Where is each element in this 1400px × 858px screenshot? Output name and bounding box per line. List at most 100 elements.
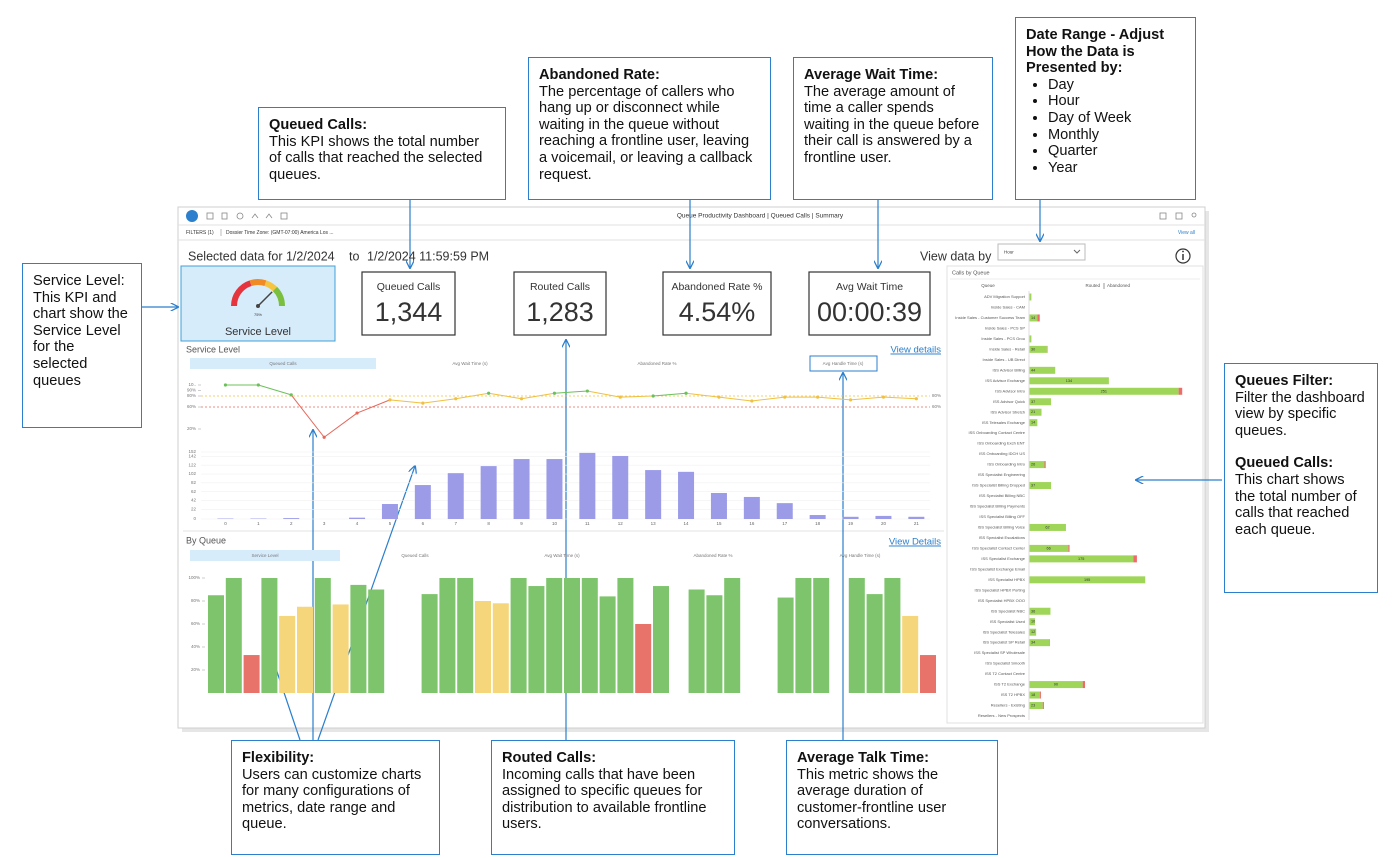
line-point xyxy=(454,397,458,401)
chart-tab[interactable]: Avg Wait Time (s) xyxy=(452,361,488,366)
bar xyxy=(261,578,278,693)
bar xyxy=(208,595,224,693)
chart-tab[interactable]: Queued Calls xyxy=(269,361,297,366)
data-label: 18 xyxy=(1031,693,1035,697)
bar xyxy=(447,473,464,519)
dashboard-title: Queue Productivity Dashboard | Queued Ca… xyxy=(677,213,844,220)
chart-tab[interactable]: Queued Calls xyxy=(401,553,429,558)
kpi-label: Avg Wait Time xyxy=(836,281,903,293)
view-by-label: View data by xyxy=(920,249,992,263)
bar xyxy=(617,578,634,693)
bar-segment xyxy=(1029,377,1109,385)
chart-tab[interactable]: Abandoned Rate % xyxy=(637,361,676,366)
line-point xyxy=(783,395,787,399)
data-label: 30 xyxy=(1031,347,1035,351)
line-segment xyxy=(653,392,687,397)
line-point xyxy=(717,395,721,399)
queue-label: Inside Sales - PCS Grou xyxy=(981,336,1025,341)
bar-segment xyxy=(1029,576,1146,584)
chart-tab[interactable]: Avg Handle Time (s) xyxy=(840,553,881,558)
chart-tab[interactable]: Avg Wait Time (s) xyxy=(544,553,580,558)
y-tick-label: 10.. xyxy=(188,382,196,387)
active-tab xyxy=(190,550,340,561)
data-label: 21 xyxy=(1031,410,1035,414)
y-tick-label: 80% xyxy=(191,598,200,603)
queue-label: ISS Specialist HPBX Porting xyxy=(975,587,1025,592)
line-segment xyxy=(521,392,555,400)
line-segment xyxy=(422,398,456,404)
chart-title: By Queue xyxy=(186,535,226,545)
bar-segment xyxy=(1029,523,1066,531)
app-logo[interactable] xyxy=(186,210,198,222)
chart-tab[interactable]: Abandoned Rate % xyxy=(693,553,732,558)
queue-label: ISS Advisor Quick xyxy=(993,399,1025,404)
chart-tab[interactable]: Service Level xyxy=(251,553,278,558)
callout: Average Talk Time: This metric shows the … xyxy=(786,740,998,855)
bar xyxy=(866,594,883,693)
toolbar-icons[interactable] xyxy=(206,212,1197,220)
line-segment xyxy=(389,399,423,404)
x-tick-label: 7 xyxy=(454,521,457,526)
bar xyxy=(688,589,705,693)
line-point xyxy=(552,391,557,395)
data-label: 36 xyxy=(1031,609,1035,613)
bar-segment xyxy=(1044,461,1046,469)
filters-label: FILTERS (1) xyxy=(186,230,214,236)
line-segment xyxy=(751,396,785,402)
bar-segment xyxy=(1029,691,1040,699)
callout-section: Queued Calls: This chart shows the total … xyxy=(1235,455,1367,538)
bar-segment xyxy=(1029,702,1043,710)
bar-segment xyxy=(1029,398,1052,406)
y-tick-label: 42 xyxy=(191,498,197,503)
gauge-hub xyxy=(256,304,260,308)
bar xyxy=(332,604,349,693)
line-point xyxy=(618,395,622,399)
view-by-dropdown[interactable] xyxy=(997,243,1086,261)
queue-label: ISS Specialist Billing OFF xyxy=(979,514,1025,519)
bar xyxy=(599,596,616,693)
view-all-link[interactable]: View all xyxy=(1178,230,1195,236)
queue-label: ADV Migration Support xyxy=(984,294,1026,299)
line-point xyxy=(322,435,326,439)
callout-body: This KPI and chart show the Service Leve… xyxy=(33,289,128,389)
bar-segment xyxy=(1178,387,1183,395)
callout: Queues Filter: Filter the dashboard view … xyxy=(1224,363,1378,593)
legend-item: Abandoned xyxy=(1107,283,1131,288)
x-tick-label: 2 xyxy=(290,521,293,526)
line-segment xyxy=(356,399,391,414)
tab-highlight xyxy=(809,355,878,372)
chart-tab[interactable]: Avg Handle Time (s) xyxy=(823,361,864,366)
callout-title: Date Range - Adjust How the Data is Pres… xyxy=(1026,27,1165,77)
list-item: Day of Week xyxy=(1048,110,1185,127)
y-tick-label: 60% xyxy=(191,621,200,626)
kpi-card xyxy=(361,271,456,336)
line-point xyxy=(881,395,886,399)
line-point xyxy=(223,383,228,387)
line-point xyxy=(750,399,754,403)
line-segment xyxy=(817,396,851,401)
view-details-link[interactable]: View details xyxy=(890,345,941,356)
x-tick-label: 19 xyxy=(848,521,854,526)
bar xyxy=(225,578,242,693)
view-details-link[interactable]: View Details xyxy=(889,537,941,548)
callout-section: Queues Filter: Filter the dashboard view … xyxy=(1235,373,1367,439)
y-tick-label: 82 xyxy=(191,480,197,485)
bar-segment xyxy=(1029,639,1050,647)
bar xyxy=(421,594,438,693)
callout: Service Level: This KPI and chart show th… xyxy=(22,263,142,428)
bar xyxy=(475,601,491,693)
bar-segment xyxy=(1029,461,1045,469)
legend-item: Routed xyxy=(1085,283,1100,288)
queue-label: ISS Specialist HPBX OOO xyxy=(978,598,1025,603)
gauge-band xyxy=(231,280,252,307)
bar-segment xyxy=(1029,314,1038,322)
gauge-band xyxy=(272,286,285,307)
y-tick-label: 100% xyxy=(188,575,200,580)
bar xyxy=(743,496,760,519)
info-icon[interactable] xyxy=(1175,248,1191,264)
bar-segment xyxy=(1029,345,1047,353)
x-tick-label: 14 xyxy=(684,521,690,526)
bar-segment xyxy=(1133,555,1137,563)
bar xyxy=(579,452,596,519)
